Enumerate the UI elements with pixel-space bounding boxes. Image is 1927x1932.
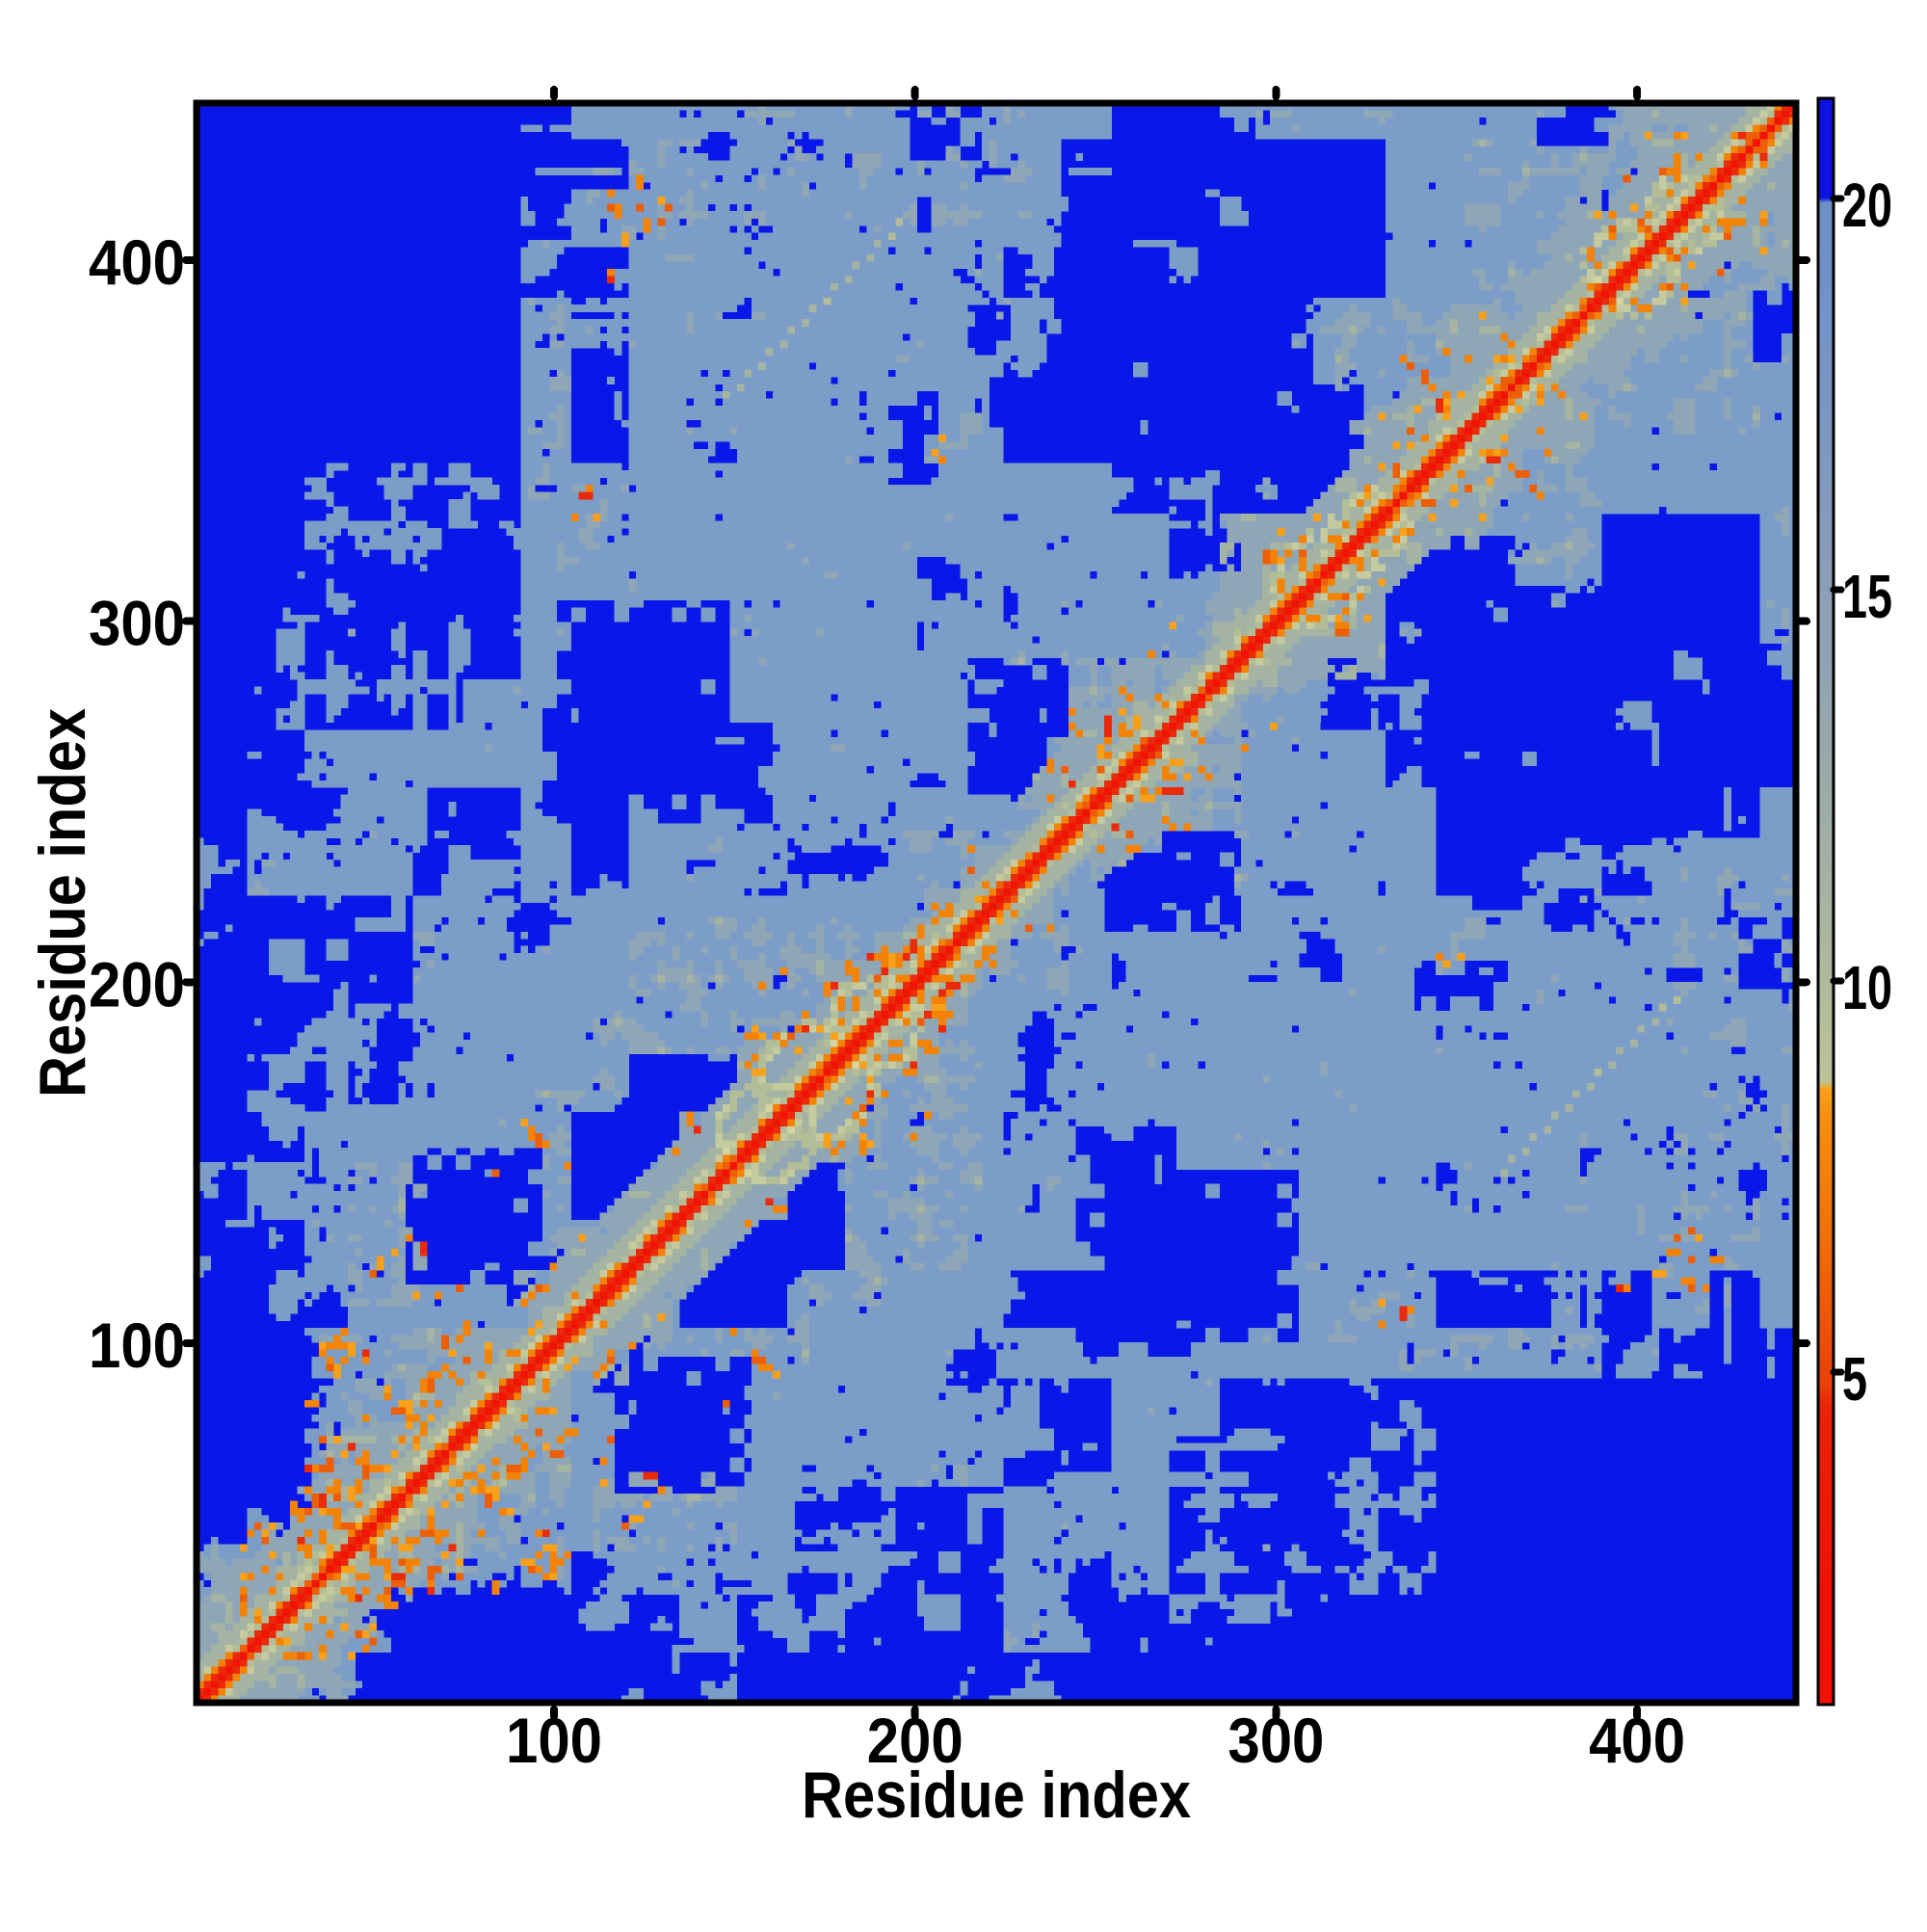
svg-text:Residue index: Residue index: [802, 1759, 1191, 1832]
svg-text:200: 200: [867, 1705, 964, 1776]
svg-text:300: 300: [89, 588, 185, 659]
svg-text:15: 15: [1842, 562, 1892, 631]
svg-text:100: 100: [506, 1705, 602, 1776]
svg-text:400: 400: [1589, 1705, 1685, 1776]
svg-text:20: 20: [1842, 171, 1892, 240]
svg-text:400: 400: [89, 226, 185, 298]
svg-text:5: 5: [1842, 1344, 1867, 1414]
svg-text:10: 10: [1842, 953, 1892, 1022]
svg-text:200: 200: [89, 948, 185, 1019]
svg-text:300: 300: [1227, 1705, 1324, 1776]
svg-text:Residue index: Residue index: [26, 708, 99, 1098]
svg-text:100: 100: [89, 1310, 185, 1381]
